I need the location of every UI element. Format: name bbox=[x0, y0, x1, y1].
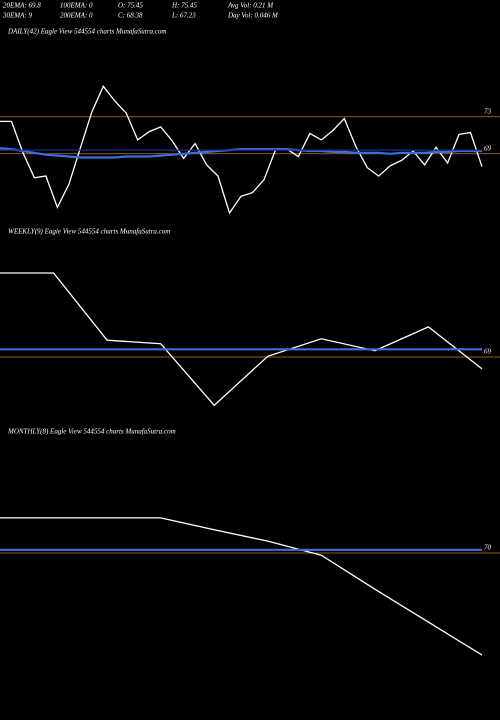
header-stat: C: 68.38 bbox=[118, 12, 143, 20]
header-stat: Avg Vol: 0.21 M bbox=[227, 2, 274, 10]
header-stat: 200EMA: 0 bbox=[60, 12, 93, 20]
panel-title: MONTHLY(8) Eagle View 544554 charts Muna… bbox=[7, 428, 176, 436]
header-stat: O: 75.45 bbox=[118, 2, 143, 10]
header-stat: 20EMA: 69.8 bbox=[3, 2, 41, 10]
header-stat: Day Vol: 0.046 M bbox=[227, 12, 279, 20]
ema-line bbox=[0, 147, 482, 159]
price-line bbox=[0, 272, 483, 407]
panel-title: DAILY(42) Eagle View 544554 charts Munaf… bbox=[7, 28, 166, 36]
header-stat: 100EMA: 0 bbox=[60, 2, 93, 10]
y-tick-label: 69 bbox=[484, 348, 492, 356]
header-stat: H: 75.45 bbox=[171, 2, 197, 10]
panel-title: WEEKLY(9) Eagle View 544554 charts Munaf… bbox=[8, 228, 170, 236]
price-line bbox=[0, 517, 483, 656]
y-tick-label: 70 bbox=[484, 544, 492, 552]
y-tick-label: 69 bbox=[484, 144, 492, 152]
price-line bbox=[0, 85, 483, 215]
header-stat: 30EMA: 9 bbox=[2, 12, 32, 20]
header-stat: L: 67.23 bbox=[171, 12, 196, 20]
y-tick-label: 73 bbox=[484, 107, 492, 115]
